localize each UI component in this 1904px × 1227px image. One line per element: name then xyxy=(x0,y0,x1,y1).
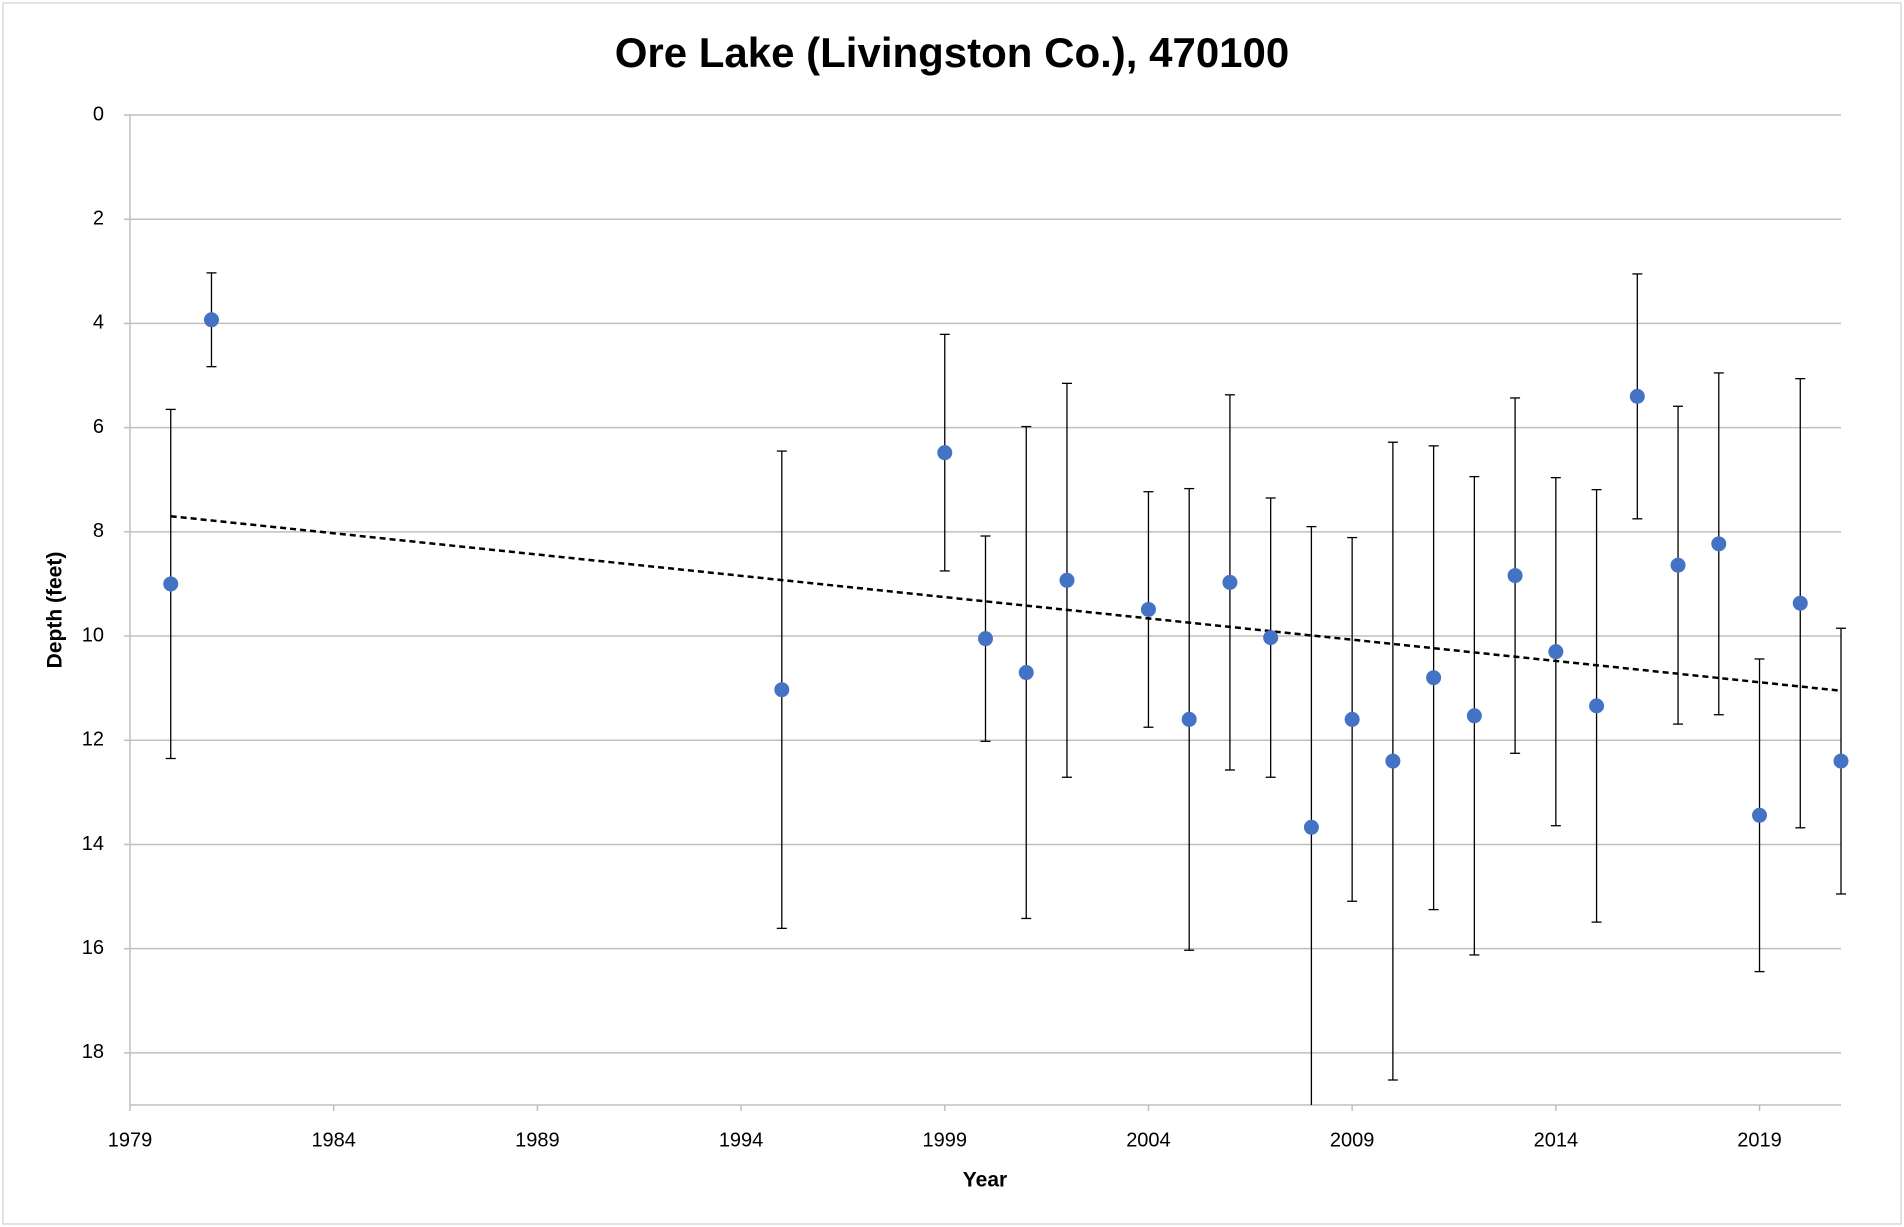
data-point xyxy=(203,312,219,328)
data-point xyxy=(774,682,790,698)
data-point xyxy=(1140,601,1156,617)
y-tick-label: 10 xyxy=(82,624,104,646)
data-point xyxy=(1385,753,1401,769)
data-point xyxy=(1263,630,1279,646)
plot-area xyxy=(163,272,1849,1105)
x-axis-label: Year xyxy=(963,1169,1007,1192)
data-point xyxy=(1059,572,1075,588)
y-tick-label: 2 xyxy=(93,207,104,229)
data-point xyxy=(1589,698,1605,714)
y-tick-label: 4 xyxy=(93,312,104,334)
data-point xyxy=(1711,536,1727,552)
y-tick-label: 14 xyxy=(82,833,104,855)
data-point xyxy=(1792,595,1808,611)
data-point xyxy=(1507,568,1523,584)
y-tick-label: 0 xyxy=(93,103,104,125)
x-tick-label: 1994 xyxy=(719,1129,764,1151)
y-tick-label: 8 xyxy=(93,520,104,542)
data-point xyxy=(1426,670,1442,686)
data-point xyxy=(1466,708,1482,724)
x-tick-label: 1999 xyxy=(923,1129,968,1151)
y-tick-label: 16 xyxy=(82,937,104,959)
data-point xyxy=(1833,753,1849,769)
data-point xyxy=(1018,665,1034,681)
data-point xyxy=(1752,807,1768,823)
x-tick-label: 2004 xyxy=(1126,1129,1171,1151)
data-point xyxy=(1181,711,1197,727)
data-point xyxy=(937,445,953,461)
data-point xyxy=(1222,574,1238,590)
y-tick-label: 12 xyxy=(82,729,104,751)
data-point xyxy=(163,576,179,592)
x-tick-label: 2009 xyxy=(1330,1129,1375,1151)
y-tick-label: 18 xyxy=(82,1041,104,1063)
x-tick-label: 1979 xyxy=(108,1129,153,1151)
data-point xyxy=(1344,711,1360,727)
y-axis-label: Depth (feet) xyxy=(44,552,67,669)
x-tick-label: 1989 xyxy=(515,1129,560,1151)
data-point xyxy=(1670,557,1686,573)
data-point xyxy=(1548,644,1564,660)
x-tick-label: 2014 xyxy=(1534,1129,1579,1151)
data-point xyxy=(978,631,993,647)
data-point xyxy=(1629,388,1645,404)
data-point xyxy=(1303,819,1319,835)
x-tick-label: 1984 xyxy=(311,1129,356,1151)
x-tick-label: 2019 xyxy=(1737,1129,1782,1151)
y-tick-label: 6 xyxy=(93,416,104,438)
chart-title: Ore Lake (Livingston Co.), 470100 xyxy=(615,29,1290,76)
